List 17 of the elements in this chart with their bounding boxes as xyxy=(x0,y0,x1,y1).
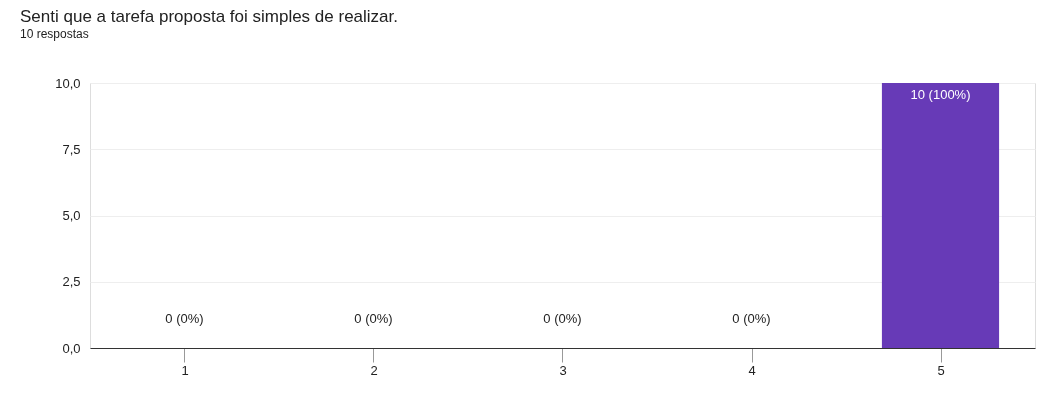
chart-subtitle: 10 respostas xyxy=(20,27,89,41)
y-tick-label: 7,5 xyxy=(62,141,81,157)
data-label: 0 (0%) xyxy=(165,311,204,326)
data-label: 0 (0%) xyxy=(543,311,582,326)
y-tick-label: 5,0 xyxy=(62,208,81,223)
y-tick-label: 0,0 xyxy=(62,340,81,356)
y-tick-label: 10,0 xyxy=(55,75,81,91)
x-tick-label: 4 xyxy=(748,362,756,378)
data-label: 0 (0%) xyxy=(354,311,393,326)
data-label: 0 (0%) xyxy=(732,311,771,326)
x-tick-label: 3 xyxy=(559,362,567,378)
x-tick-label: 1 xyxy=(181,362,189,378)
x-tick-label: 5 xyxy=(937,362,945,378)
chart-title: Senti que a tarefa proposta foi simples de realizar. xyxy=(20,7,398,26)
y-tick-label: 2,5 xyxy=(62,274,81,290)
data-label: 10 (100%) xyxy=(910,87,971,102)
x-tick-label: 2 xyxy=(370,362,378,378)
